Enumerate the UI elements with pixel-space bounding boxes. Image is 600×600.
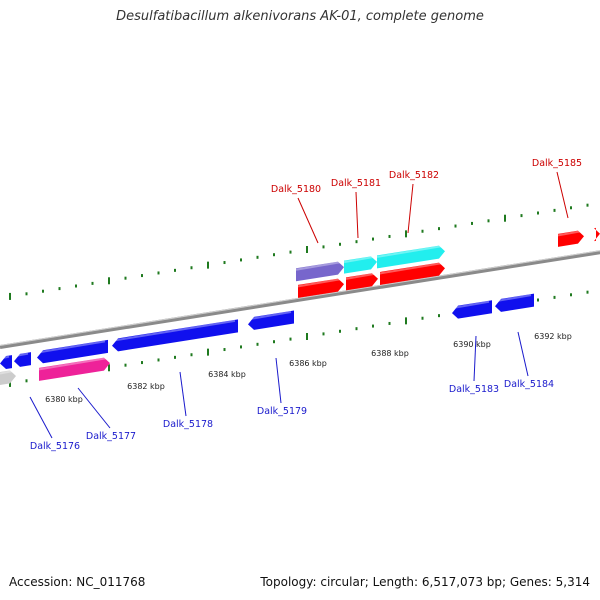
gene-dalk-5185-box[interactable] <box>557 230 584 247</box>
gene-dalk-5182-box[interactable] <box>376 245 445 269</box>
kbp-label: 6390 kbp <box>453 340 491 349</box>
svg-text:Dalk_5184: Dalk_5184 <box>504 379 554 390</box>
gene-dalk-5184-box[interactable] <box>494 293 534 312</box>
gene-red-edge[interactable] <box>594 227 600 242</box>
genome-backbone <box>0 250 600 349</box>
gene-label-dalk-5176[interactable]: Dalk_5176 <box>29 396 80 452</box>
gene-grey-edge[interactable] <box>0 369 16 385</box>
kbp-label: 6380 kbp <box>45 395 83 404</box>
svg-text:Dalk_5179: Dalk_5179 <box>257 406 307 417</box>
gene-label-dalk-5180[interactable]: Dalk_5180 <box>271 184 321 244</box>
gene-dalk-5179-box[interactable] <box>247 310 294 330</box>
gene-red-1[interactable] <box>297 278 344 298</box>
backbone-line <box>0 250 600 349</box>
gene-labels: Dalk_5180 Dalk_5181 Dalk_5182 Dalk_5185 Dalk… <box>29 158 582 452</box>
backbone-highlight <box>0 250 600 346</box>
kbp-label: 6388 kbp <box>371 349 409 358</box>
kbp-label: 6392 kbp <box>534 332 572 341</box>
kbp-label: 6384 kbp <box>208 370 246 379</box>
svg-text:Dalk_5177: Dalk_5177 <box>86 431 136 442</box>
gene-dalk-5181-box[interactable] <box>343 255 377 274</box>
svg-text:Dalk_5185: Dalk_5185 <box>532 158 582 169</box>
kbp-label: 6386 kbp <box>289 359 327 368</box>
gene-blue-a[interactable] <box>36 339 108 364</box>
gene-label-dalk-5177[interactable]: Dalk_5177 <box>77 387 136 442</box>
gene-blue-edge[interactable] <box>0 355 12 370</box>
gene-red-3[interactable] <box>379 262 445 285</box>
gene-label-dalk-5181[interactable]: Dalk_5181 <box>331 178 381 239</box>
svg-text:Dalk_5183: Dalk_5183 <box>449 384 499 395</box>
svg-text:Dalk_5176: Dalk_5176 <box>30 441 80 452</box>
gene-label-dalk-5183[interactable]: Dalk_5183 <box>449 335 499 395</box>
svg-text:Dalk_5180: Dalk_5180 <box>271 184 321 195</box>
gene-dalk-5178-box[interactable] <box>111 319 238 352</box>
gene-label-dalk-5185[interactable]: Dalk_5185 <box>532 158 582 219</box>
gene-dalk-5176-box[interactable] <box>13 352 31 367</box>
gene-label-dalk-5179[interactable]: Dalk_5179 <box>257 357 307 417</box>
gene-dalk-5183-box[interactable] <box>451 300 492 319</box>
gene-label-dalk-5178[interactable]: Dalk_5178 <box>163 371 213 430</box>
gene-label-dalk-5184[interactable]: Dalk_5184 <box>504 331 554 390</box>
kbp-label: 6382 kbp <box>127 382 165 391</box>
genome-summary-text: Topology: circular; Length: 6,517,073 bp… <box>260 575 590 589</box>
accession-text: Accession: NC_011768 <box>9 575 146 589</box>
gene-dalk-5177-box[interactable] <box>38 357 110 381</box>
genome-title: Desulfatibacillum alkenivorans AK-01, co… <box>116 9 484 24</box>
svg-text:Dalk_5181: Dalk_5181 <box>331 178 381 189</box>
gene-red-2[interactable] <box>345 272 378 291</box>
svg-text:Dalk_5182: Dalk_5182 <box>389 170 439 181</box>
gene-dalk-5180-box[interactable] <box>295 261 344 282</box>
coordinate-labels: 6380 kbp 6382 kbp 6384 kbp 6386 kbp 6388 kbp… <box>45 332 572 404</box>
gene-features <box>0 227 600 385</box>
gene-label-dalk-5182[interactable]: Dalk_5182 <box>389 170 439 234</box>
svg-text:Dalk_5178: Dalk_5178 <box>163 419 213 430</box>
